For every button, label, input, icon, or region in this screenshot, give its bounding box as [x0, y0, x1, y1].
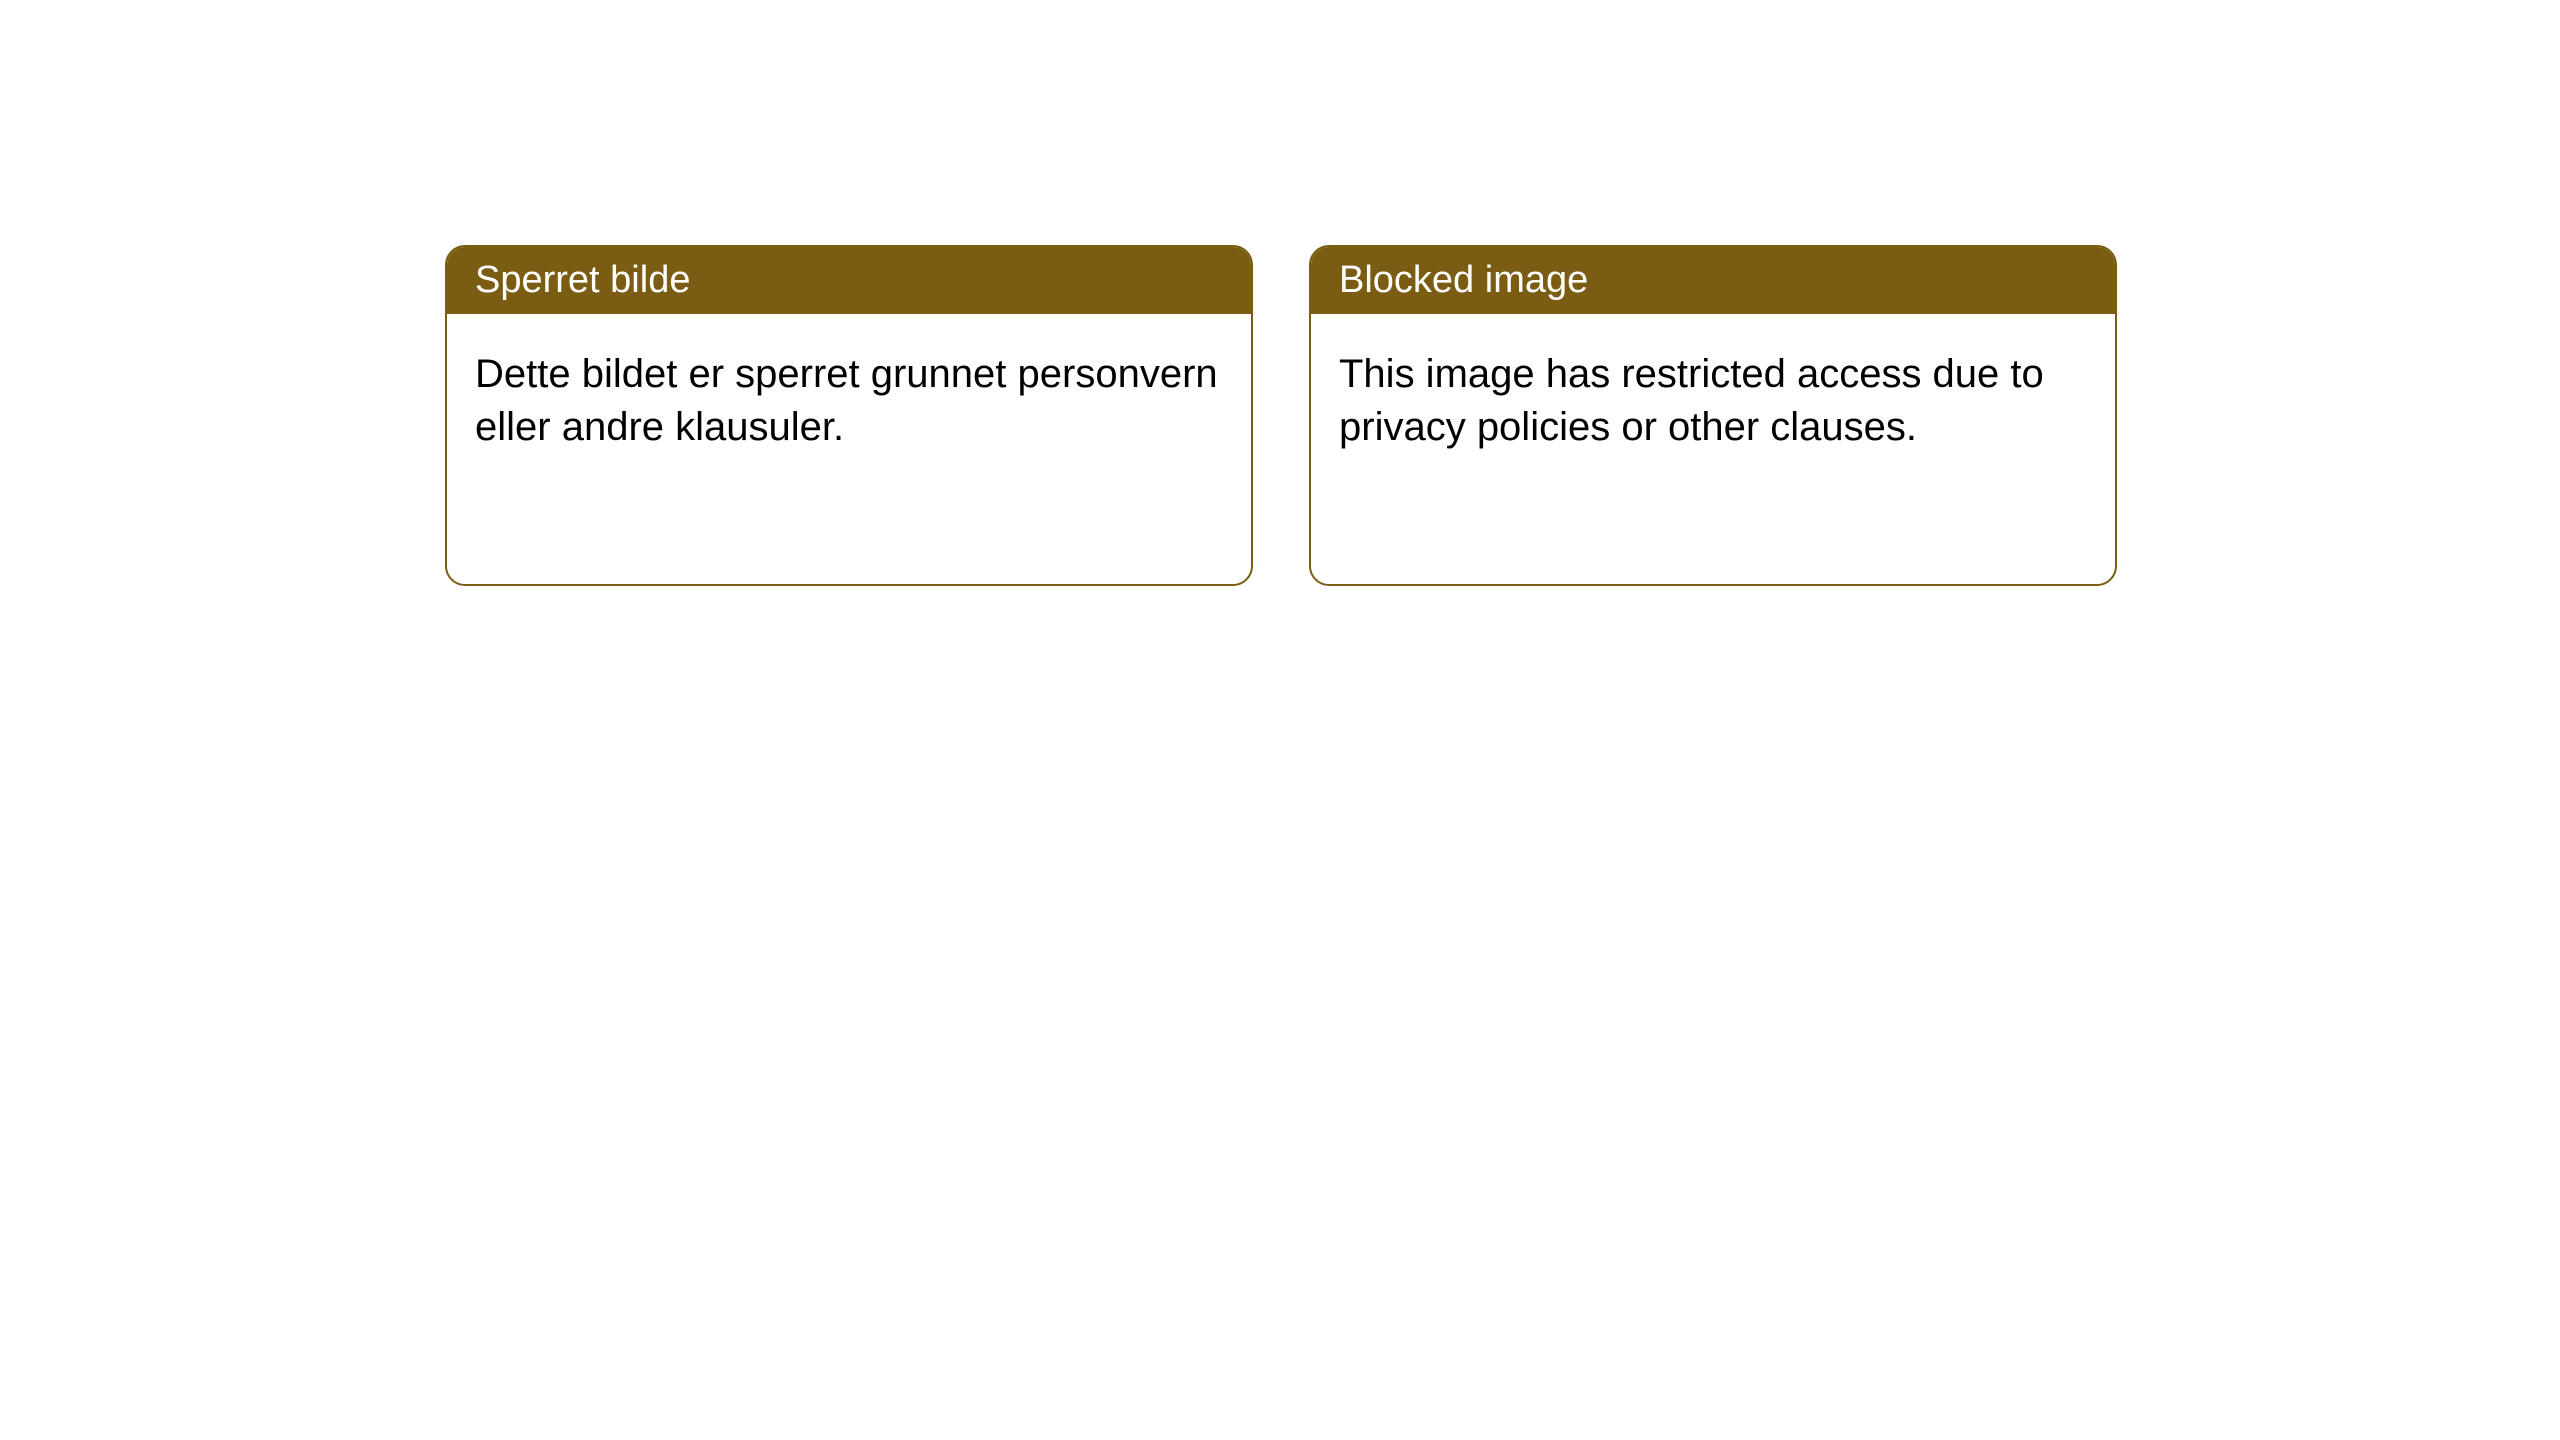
notice-title: Sperret bilde: [475, 259, 690, 301]
notice-body-text: This image has restricted access due to …: [1339, 352, 2044, 449]
notice-header: Blocked image: [1311, 247, 2115, 314]
notice-body: Dette bildet er sperret grunnet personve…: [447, 314, 1251, 488]
notice-title: Blocked image: [1339, 259, 1588, 301]
notice-box-english: Blocked image This image has restricted …: [1309, 245, 2117, 586]
notice-box-norwegian: Sperret bilde Dette bildet er sperret gr…: [445, 245, 1253, 586]
notice-header: Sperret bilde: [447, 247, 1251, 314]
notice-body: This image has restricted access due to …: [1311, 314, 2115, 488]
notice-container: Sperret bilde Dette bildet er sperret gr…: [0, 0, 2560, 586]
notice-body-text: Dette bildet er sperret grunnet personve…: [475, 352, 1218, 449]
